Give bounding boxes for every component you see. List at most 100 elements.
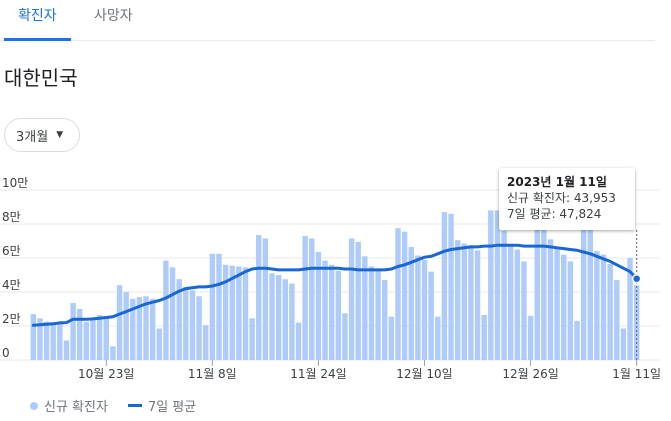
case-bar [382,280,388,360]
x-tick-label: 11월 8일 [188,367,237,381]
case-bar [600,254,607,360]
cases-chart[interactable]: 0 2만 4만 6만 8만 10만 10월 23일 11월 8일 11월 24일 12월 10일… [0,170,671,390]
tooltip-date: 2023년 1월 11일 [507,175,607,189]
case-bar [57,323,63,360]
case-bar [216,253,222,360]
case-bar [262,238,269,360]
case-bar [282,279,288,360]
case-bar [143,296,149,360]
case-bar [388,316,395,360]
case-bar [130,298,136,360]
case-bar [362,256,368,360]
case-bar [30,314,37,360]
case-bar [554,247,560,360]
y-tick-label: 0 [2,346,10,360]
case-bar [620,328,627,360]
case-bar [348,238,355,360]
case-bar [169,267,176,360]
case-bar [567,261,574,360]
case-bar [501,230,507,360]
case-bar [37,318,43,360]
y-tick-label: 10만 [2,176,28,190]
chart-legend: 신규 확진자 7일 평균 [30,396,196,415]
x-tick-label: 1월 11일 [612,367,661,381]
case-bar [541,214,547,360]
tab-confirmed-cases[interactable]: 확진자 [4,0,71,41]
range-dropdown[interactable]: 3개월 ▼ [4,118,80,152]
case-bar [90,320,96,360]
case-bar [322,260,328,360]
case-bar [454,240,461,360]
case-bar [149,298,156,360]
tooltip-cases: 신규 확진자: 43,953 [507,191,616,205]
y-tick-label: 6만 [2,244,21,258]
case-bar [202,325,209,360]
case-bar [196,296,202,360]
chart-tooltip: 2023년 1월 11일 신규 확진자: 43,953 7일 평균: 47,82… [499,168,635,230]
case-bar [488,210,494,360]
y-tick-label: 4만 [2,278,21,292]
case-bar [461,243,468,360]
case-bar [163,260,169,360]
case-bar [116,285,123,360]
case-bar [415,255,421,360]
case-bar [189,290,196,360]
case-bar [236,266,242,360]
case-bar [242,267,249,360]
case-bar [395,228,401,360]
range-dropdown-label: 3개월 [16,129,49,145]
case-bar [183,286,189,360]
case-bar [249,318,255,360]
case-bar [83,321,90,360]
case-bar [468,245,474,360]
case-bar [123,292,129,360]
case-bar [295,322,302,360]
case-bar [289,283,295,360]
case-bar [587,224,593,360]
x-tick-label: 12월 26일 [502,367,558,381]
case-bar [136,297,143,360]
case-bar [521,261,527,360]
case-bar [421,259,428,360]
case-bar [176,279,182,360]
case-bar [435,316,441,360]
case-bar [474,250,481,360]
case-bar [614,280,620,360]
case-bar [50,322,56,360]
case-bar [110,346,116,360]
case-bar [408,246,414,360]
case-bar [96,314,103,360]
tab-deaths[interactable]: 사망자 [94,8,133,24]
case-bar [594,251,600,360]
case-bar [428,271,434,360]
seven-day-average-line [31,243,639,327]
case-bar [275,275,282,360]
region-title: 대한민국 [4,66,78,90]
case-bar [401,231,408,360]
case-bar [256,235,262,360]
case-bar [580,222,587,360]
y-tick-label: 2만 [2,312,21,326]
x-tick-label: 12월 10일 [396,367,452,381]
case-bar [514,249,521,360]
case-bar [328,264,335,360]
case-bar [156,328,163,360]
case-bar [368,266,375,360]
case-bar [527,315,534,360]
cases-legend-marker [30,401,38,410]
case-bar [627,258,633,360]
case-bar [441,212,448,360]
case-bar [269,273,275,360]
case-bar [375,269,381,360]
case-bar [77,309,83,360]
case-bar [574,320,580,360]
case-bar [43,321,50,360]
cases-legend-label: 신규 확진자 [44,400,108,415]
case-bar [222,264,229,360]
case-bar [494,210,501,360]
case-bar [355,241,361,360]
case-bar [335,270,342,360]
case-bar [481,314,487,360]
case-bar [534,213,540,360]
y-tick-label: 8만 [2,210,21,224]
